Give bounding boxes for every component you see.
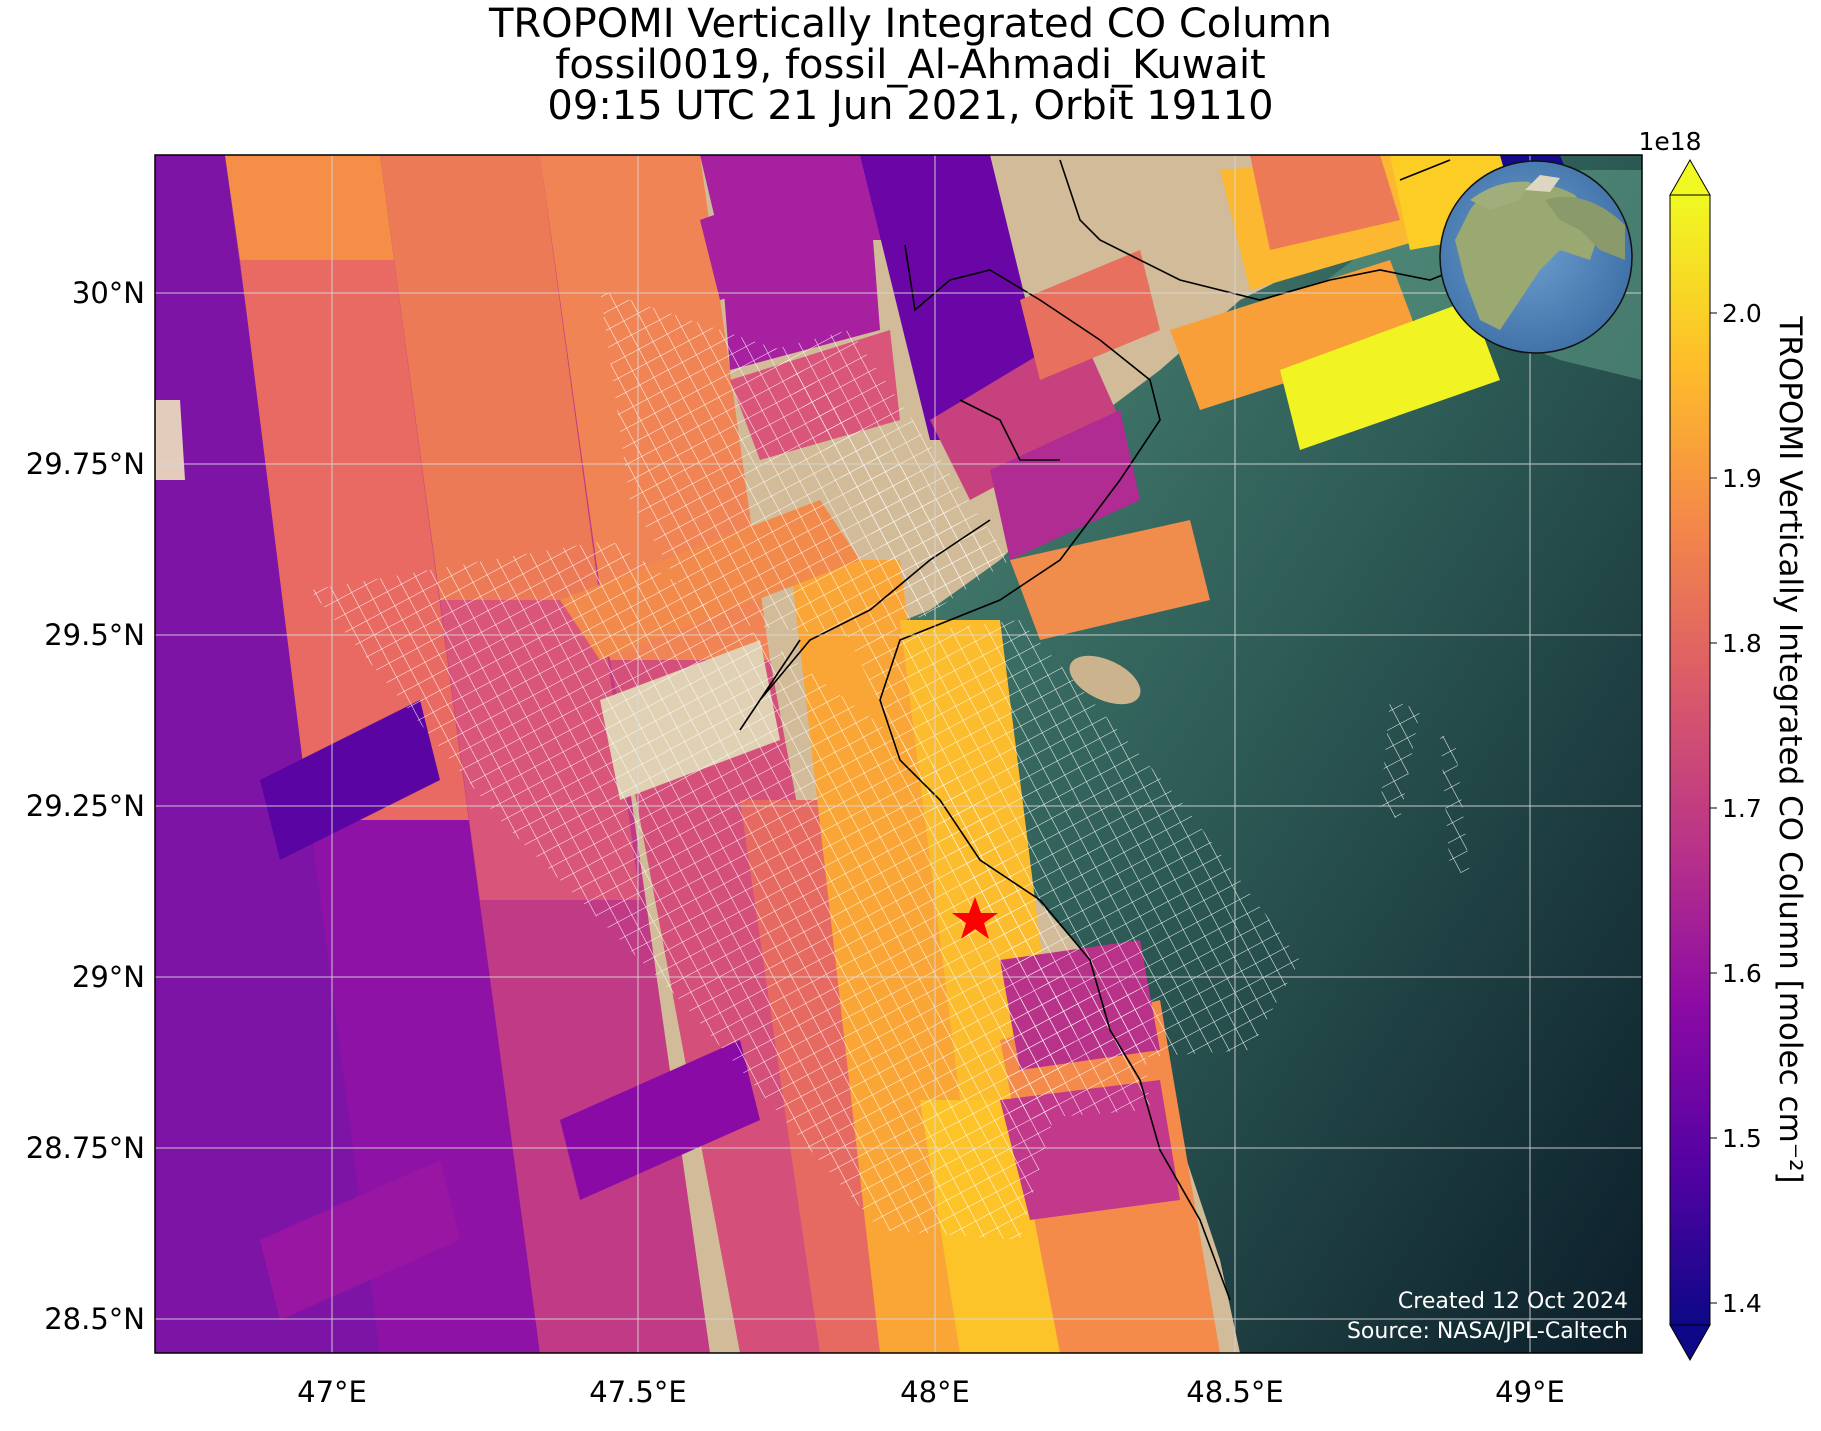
colorbar-ticks: 1.4 1.5 1.6 1.7 1.8 1.9 2.0 [1710,299,1762,1318]
lat-tick: 29°N [72,960,145,994]
map-title: TROPOMI Vertically Integrated CO Column … [0,4,1821,127]
title-line-2: fossil0019, fossil_Al-Ahmadi_Kuwait [555,42,1266,88]
lon-tick-labels: 47°E 47.5°E 48°E 48.5°E 49°E [297,1375,1565,1409]
star-icon [952,897,998,939]
lat-tick: 29.75°N [26,447,145,481]
mesh-patch [310,540,1080,1240]
arabia-desert [1525,175,1560,192]
credit-created: Created 12 Oct 2024 [1398,1289,1628,1314]
co-band [155,400,185,480]
co-band [860,155,1060,440]
colorbar-exponent: 1e18 [1638,127,1701,156]
co-band [155,155,390,1353]
co-band [700,170,860,300]
colorbar-tick-label: 1.6 [1722,959,1762,988]
lon-tick: 48.5°E [1186,1375,1283,1409]
colorbar-tick-label: 1.4 [1722,1289,1762,1318]
map-frame [154,154,1643,1354]
map-area [155,155,1642,1353]
failaka-island [1069,655,1141,705]
lat-tick-labels: 30°N 29.75°N 29.5°N 29.25°N 29°N 28.75°N… [26,276,145,1336]
globe-inset [1439,160,1633,354]
co-band [1170,260,1420,410]
lat-tick: 29.5°N [44,618,145,652]
mesh-patch [1440,735,1470,875]
co-band [260,700,440,860]
lon-tick: 49°E [1495,1375,1565,1409]
co-band [380,155,600,600]
colorbar-extend-top [1669,158,1711,196]
colorbar-tick-label: 1.5 [1722,1124,1762,1153]
asia-landmass [1545,196,1625,260]
co-band [1280,300,1500,450]
mesh-patch [1000,990,1150,1120]
colorbar-tick-label: 1.8 [1722,629,1762,658]
colorbar-tick-label: 1.9 [1722,464,1762,493]
coastlines [739,159,1481,1301]
lat-tick: 28.75°N [26,1131,145,1165]
title-line-1: TROPOMI Vertically Integrated CO Column [488,1,1333,47]
co-band [1250,155,1400,250]
mesh-patch [850,620,1300,1060]
colorbar-tick-label: 2.0 [1722,299,1762,328]
title-line-3: 09:15 UTC 21 Jun 2021, Orbit 19110 [547,83,1274,129]
colorbar-extend-bottom [1669,1324,1711,1362]
lon-tick: 47.5°E [589,1375,686,1409]
co-band [1010,520,1210,640]
co-band [930,330,1120,500]
europe-landmass [1470,181,1530,210]
mesh-patch [1380,700,1420,820]
colorbar-label: TROPOMI Vertically Integrated CO Column … [1772,315,1808,1183]
co-band [225,155,395,260]
colorbar-tick-label: 1.7 [1722,794,1762,823]
co-band [560,1040,760,1200]
co-band [1020,250,1160,380]
co-band [990,410,1140,560]
lat-tick: 29.25°N [26,789,145,823]
lon-tick: 47°E [297,1375,367,1409]
lat-tick: 30°N [72,276,145,310]
colorbar-gradient [1669,194,1711,1326]
colorbar: 1e18 1.4 1.5 1.6 1.7 1.8 1.9 2.0 TROPOMI… [1638,127,1808,1362]
credit-source: Source: NASA/JPL-Caltech [1347,1319,1628,1344]
co-band [260,1160,460,1320]
gridlines [155,155,1642,1353]
lon-tick: 48°E [900,1375,970,1409]
lat-tick: 28.5°N [44,1302,145,1336]
retrieval-mesh [310,290,1470,1240]
